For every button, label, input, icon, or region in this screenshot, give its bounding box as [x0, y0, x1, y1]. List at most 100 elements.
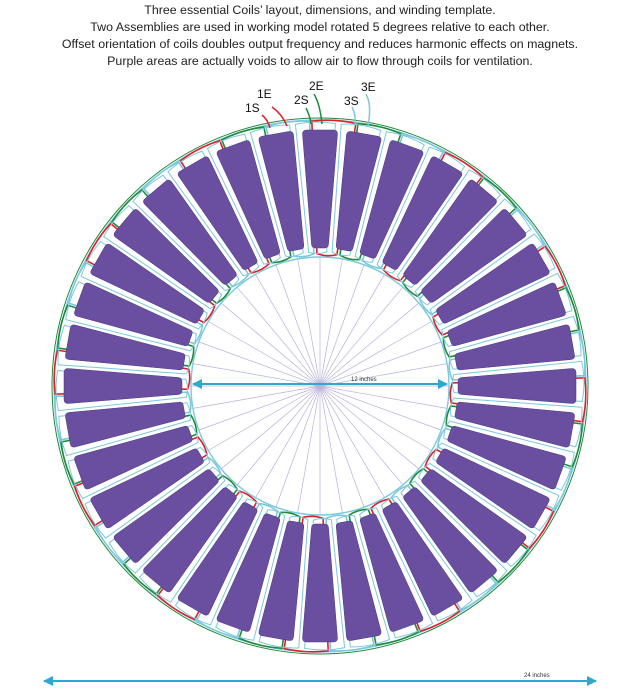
spoke	[319, 321, 432, 387]
coil-winding-inner	[380, 495, 473, 622]
spoke	[319, 264, 365, 387]
coil-winding-inner	[249, 124, 304, 257]
ventilation-void	[177, 502, 258, 616]
coil-winding-inner	[206, 133, 281, 265]
inner-dimension-label: 12 inches	[351, 377, 377, 383]
ventilation-void	[143, 487, 237, 593]
ventilation-void	[63, 368, 183, 404]
coil-winding	[53, 349, 191, 395]
spoke	[297, 258, 321, 387]
inner-ring	[190, 256, 450, 516]
coil-winding	[238, 511, 301, 650]
coil-winding-inner	[450, 397, 583, 448]
coil-winding-inner	[376, 146, 466, 274]
ventilation-void	[302, 523, 338, 643]
coil-winding-inner	[449, 315, 582, 370]
coil-winding	[142, 160, 250, 288]
coil-winding-inner	[65, 281, 197, 352]
spoke	[275, 385, 321, 508]
coil-winding-inner	[331, 123, 382, 256]
coil-winding	[156, 490, 258, 621]
ventilation-void	[447, 282, 566, 347]
ventilation-void	[74, 425, 193, 490]
coil-winding-inner	[84, 446, 211, 539]
coil-winding	[85, 222, 216, 324]
coil-winding-inner	[400, 480, 508, 598]
coil-winding	[448, 331, 586, 381]
spoke	[319, 385, 343, 514]
coil-winding-inner	[417, 462, 537, 568]
spoke	[255, 385, 321, 498]
spoke	[297, 385, 321, 514]
coil-winding-inner	[443, 420, 575, 491]
spoke	[319, 341, 442, 387]
coil-winding-inner	[396, 169, 502, 289]
coil-winding-inner	[58, 402, 191, 457]
coil-winding-inner	[432, 442, 560, 532]
lead-3s	[351, 106, 356, 125]
coil-winding-inner	[215, 509, 286, 641]
coil-winding-inner	[294, 121, 336, 255]
ventilation-void	[65, 324, 186, 371]
coil-winding-inner	[167, 150, 260, 277]
caption-line-3: Offset orientation of coils doubles outp…	[61, 37, 579, 51]
coil-winding-inner	[354, 131, 425, 263]
spoke	[319, 385, 420, 470]
coil-winding-inner	[174, 498, 264, 626]
coil-winding	[390, 484, 498, 612]
label-1s: 1S	[245, 101, 260, 115]
coil-winding-inner	[57, 324, 190, 375]
coil-winding	[424, 448, 555, 550]
spoke	[319, 385, 365, 508]
coil-winding	[283, 515, 329, 653]
ventilation-void	[113, 209, 219, 303]
coil-winding	[54, 391, 192, 441]
coil-winding	[94, 456, 222, 564]
coil-winding	[179, 139, 270, 274]
lead-3e	[365, 93, 371, 127]
ventilation-void	[143, 179, 237, 285]
ventilation-void	[382, 502, 463, 616]
ventilation-void	[74, 282, 193, 347]
lead-1e	[271, 106, 288, 127]
coil-winding	[432, 245, 567, 336]
caption: Three essential Coils’ layout, dimension…	[0, 2, 640, 70]
coil-winding-inner	[451, 360, 585, 402]
spoke	[319, 385, 385, 498]
ventilation-void	[436, 448, 550, 529]
label-1e: 1E	[257, 87, 272, 101]
spoke	[319, 385, 448, 409]
coil-winding	[60, 414, 198, 486]
outer-ring-green	[51, 117, 589, 655]
spoke	[319, 385, 432, 451]
coil-winding	[370, 498, 461, 633]
ventilation-void	[90, 448, 204, 529]
ventilation-void	[359, 140, 424, 259]
coil-winding-inner	[258, 516, 309, 649]
coil-winding-inner	[80, 240, 208, 330]
ventilation-void	[90, 243, 204, 324]
outer-dimension-label: 24 inches	[524, 673, 550, 679]
coil-winding	[195, 502, 279, 639]
label-2e: 2E	[309, 79, 324, 93]
coil-winding	[122, 474, 239, 596]
ventilation-void	[113, 469, 219, 563]
ventilation-void	[421, 469, 527, 563]
coil-winding	[56, 304, 195, 367]
coil-winding-inner	[138, 483, 244, 603]
coil-winding-inner	[359, 507, 434, 639]
coil-winding	[361, 133, 445, 270]
ventilation-void	[454, 401, 575, 448]
coil-winding-inner	[103, 204, 223, 310]
ventilation-void	[335, 520, 382, 641]
ventilation-void	[403, 487, 497, 593]
coil-winding-inner	[108, 466, 226, 574]
ventilation-void	[65, 401, 186, 448]
spoke	[208, 385, 321, 451]
ventilation-void	[421, 209, 527, 303]
spoke	[275, 264, 321, 387]
ventilation-void	[258, 131, 305, 252]
spoke	[319, 385, 442, 431]
spoke	[255, 274, 321, 387]
spoke	[319, 385, 404, 486]
